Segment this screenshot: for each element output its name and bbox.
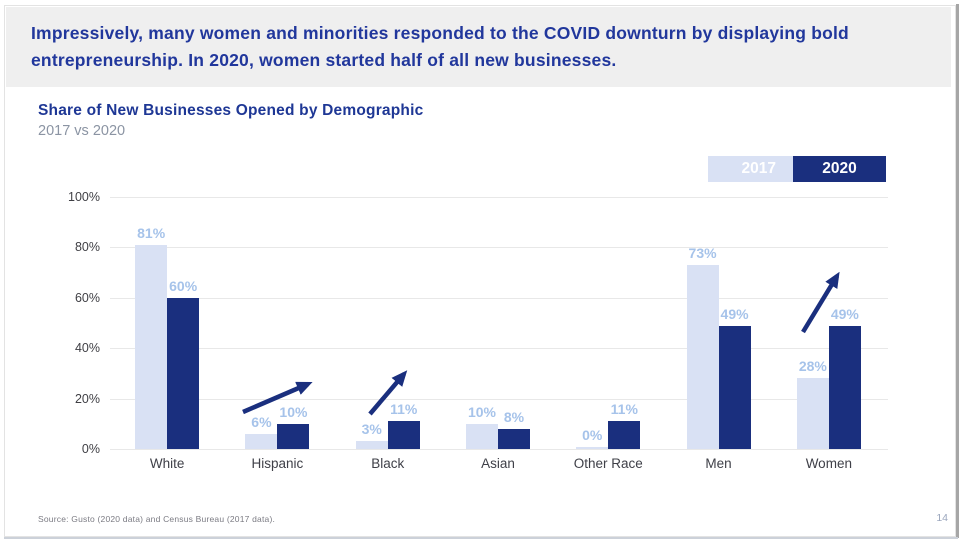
increase-arrow-black [368, 370, 408, 416]
value-label-2020-white: 60% [169, 277, 198, 294]
y-tick-label-0: 0% [81, 442, 100, 456]
page-number: 14 [936, 512, 948, 524]
source-note: Source: Gusto (2020 data) and Census Bur… [38, 514, 276, 524]
gridline [110, 449, 888, 450]
gridline [110, 197, 888, 198]
bars-women: 28% 49% [796, 306, 861, 449]
headline-text: Impressively, many women and minorities … [6, 7, 911, 74]
y-tick-label-100: 100% [68, 190, 100, 204]
value-label-2017-black: 3% [361, 421, 382, 438]
bar-group-men: 73% 49% Men [663, 197, 773, 471]
slide-edge-shadow-right [956, 4, 959, 538]
legend-item-2020: 2020 [793, 156, 886, 182]
header-band: Impressively, many women and minorities … [6, 7, 951, 87]
bar-2017-white: 81% [135, 225, 168, 449]
gridline [110, 398, 888, 400]
category-label-other-race: Other Race [573, 456, 643, 471]
legend-label-2017: 2017 [741, 160, 776, 177]
chart-subtitle: 2017 vs 2020 [38, 123, 126, 139]
category-label-men: Men [705, 456, 732, 471]
gridline [110, 297, 888, 299]
bar-chart-plot-area: 81% 60% White 6% 10% Hispanic 3% 11% Black 10% 8% A… [108, 197, 888, 471]
value-label-2017-white: 81% [137, 224, 166, 241]
bar-2020-men: 49% [718, 306, 751, 449]
value-label-2020-asian: 8% [503, 408, 525, 425]
bar-2020-asian: 8% [497, 409, 530, 449]
value-label-2017-men: 73% [688, 245, 717, 262]
bars-men: 73% 49% [686, 245, 751, 449]
chart-legend: 2017 2020 [708, 156, 886, 182]
value-label-2020-women: 49% [830, 305, 859, 322]
value-label-2017-women: 28% [798, 358, 827, 375]
y-tick-label-20: 20% [74, 391, 100, 406]
value-label-2017-hispanic: 6% [251, 413, 272, 430]
bars-hispanic: 6% 10% [245, 404, 310, 449]
headline-line1: Impressively, many women and minorities … [31, 23, 849, 43]
bar-group-white: 81% 60% White [112, 197, 222, 471]
y-axis: 100% 80% 60% 40% 20% 0% [0, 190, 100, 456]
bar-2020-hispanic: 10% [277, 404, 310, 449]
category-label-white: White [149, 456, 185, 471]
bar-group-asian: 10% 8% Asian [443, 197, 553, 471]
category-label-women: Women [805, 456, 852, 471]
value-label-2020-hispanic: 10% [279, 403, 308, 420]
value-label-2020-other-race: 11% [610, 401, 638, 418]
headline-line2: entrepreneurship. In 2020, women started… [31, 50, 617, 70]
slide-border [4, 5, 956, 537]
gridline [110, 348, 888, 350]
bar-2020-black: 11% [387, 401, 420, 449]
value-label-2020-black: 11% [390, 401, 418, 418]
bar-2017-women: 28% [796, 358, 829, 449]
y-tick-label-80: 80% [74, 240, 100, 255]
increase-arrow-hispanic [242, 381, 313, 415]
legend-label-2020: 2020 [822, 160, 857, 177]
bar-group-other-race: 0% 11% Other Race [553, 197, 663, 471]
bar-2017-asian: 10% [465, 404, 498, 449]
value-label-2017-asian: 10% [467, 403, 496, 420]
bars-asian: 10% 8% [465, 404, 530, 449]
category-label-asian: Asian [481, 456, 515, 471]
bars-other-race: 0% 11% [576, 401, 641, 449]
gridline [110, 247, 888, 249]
bar-2017-other-race: 0% [576, 427, 609, 449]
value-label-2017-other-race: 0% [582, 427, 603, 443]
bars-white: 81% 60% [135, 225, 200, 449]
value-label-2020-men: 49% [720, 305, 749, 322]
increase-arrow-women [801, 271, 840, 334]
bar-group-women: 28% 49% Women [774, 197, 884, 471]
bar-groups: 81% 60% White 6% 10% Hispanic 3% 11% Black 10% 8% A… [112, 197, 884, 471]
legend-item-2017: 2017 [708, 156, 793, 182]
bar-2017-men: 73% [686, 245, 719, 449]
bars-black: 3% 11% [355, 401, 420, 449]
chart-title: Share of New Businesses Opened by Demogr… [38, 102, 424, 119]
bar-2020-white: 60% [167, 278, 200, 449]
bar-group-black: 3% 11% Black [333, 197, 443, 471]
bar-2017-black: 3% [355, 421, 388, 449]
bar-2020-women: 49% [828, 306, 861, 449]
y-tick-label-60: 60% [74, 290, 100, 305]
bar-2020-other-race: 11% [608, 401, 641, 449]
bar-group-hispanic: 6% 10% Hispanic [222, 197, 332, 471]
bar-2017-hispanic: 6% [245, 414, 278, 449]
slide-edge-shadow-bottom [4, 537, 958, 539]
category-label-hispanic: Hispanic [251, 456, 304, 471]
category-label-black: Black [371, 456, 405, 471]
y-tick-label-40: 40% [74, 341, 100, 356]
